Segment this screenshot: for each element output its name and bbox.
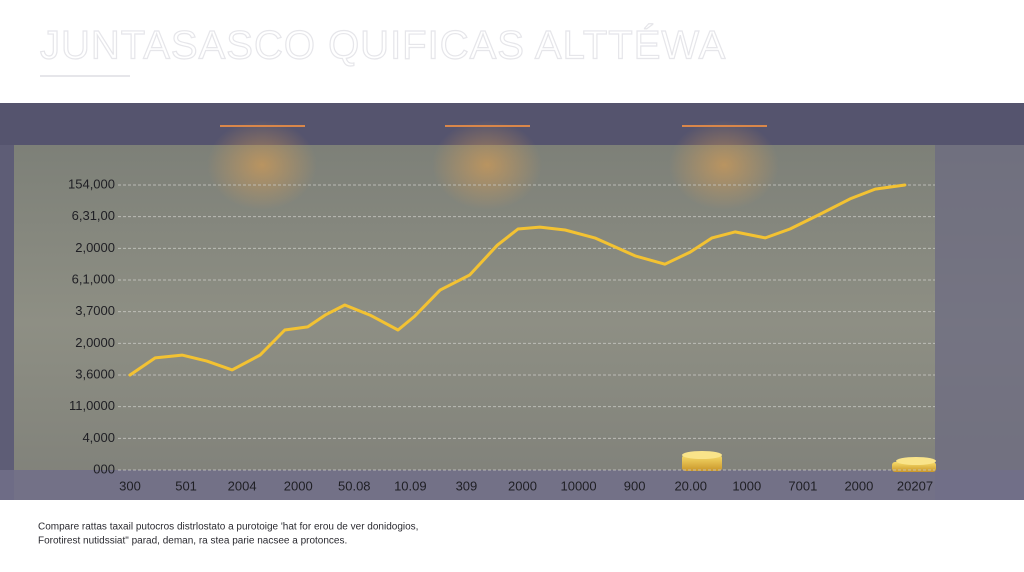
y-tick-label: 4,000	[82, 430, 115, 445]
y-tick-label: 154,000	[68, 176, 115, 191]
x-tick-label: 2004	[228, 478, 257, 493]
coin-stack	[682, 455, 722, 471]
caption-line: Forotirest nutidssiat" parad, deman, ra …	[38, 536, 347, 547]
right-strip	[935, 145, 1024, 500]
y-tick-label: 6,1,000	[72, 271, 115, 286]
x-tick-label: 2000	[508, 478, 537, 493]
x-tick-label: 309	[456, 478, 478, 493]
light-glow	[207, 120, 317, 210]
x-tick-label: 20.00	[674, 478, 707, 493]
x-tick-label: 900	[624, 478, 646, 493]
x-tick-label: 50.08	[338, 478, 371, 493]
x-tick-label: 7001	[788, 478, 817, 493]
light-glow	[669, 120, 779, 210]
y-tick-label: 3,6000	[75, 366, 115, 381]
x-tick-label: 2000	[844, 478, 873, 493]
x-tick-label: 10.09	[394, 478, 427, 493]
y-tick-label: 2,0000	[75, 335, 115, 350]
axis-band	[0, 470, 1024, 500]
x-tick-label: 10000	[560, 478, 596, 493]
left-strip	[0, 145, 14, 500]
y-tick-label: 6,31,00	[72, 208, 115, 223]
x-tick-label: 501	[175, 478, 197, 493]
y-tick-label: 3,7000	[75, 303, 115, 318]
x-tick-label: 20207	[897, 478, 933, 493]
y-tick-label: 000	[93, 461, 115, 476]
coin-top	[896, 457, 936, 465]
light-glow	[432, 120, 542, 210]
y-tick-label: 11,0000	[69, 398, 115, 413]
x-tick-label: 2000	[284, 478, 313, 493]
x-tick-label: 1000	[732, 478, 761, 493]
coin-top	[682, 451, 722, 459]
chart-title: JUNTASASCO QUIFICAS ALTTÉWA	[40, 23, 726, 68]
y-tick-label: 2,0000	[75, 240, 115, 255]
caption-line: Compare rattas taxail putocros distrlost…	[38, 522, 418, 533]
data-line	[128, 183, 907, 377]
x-tick-label: 300	[119, 478, 141, 493]
